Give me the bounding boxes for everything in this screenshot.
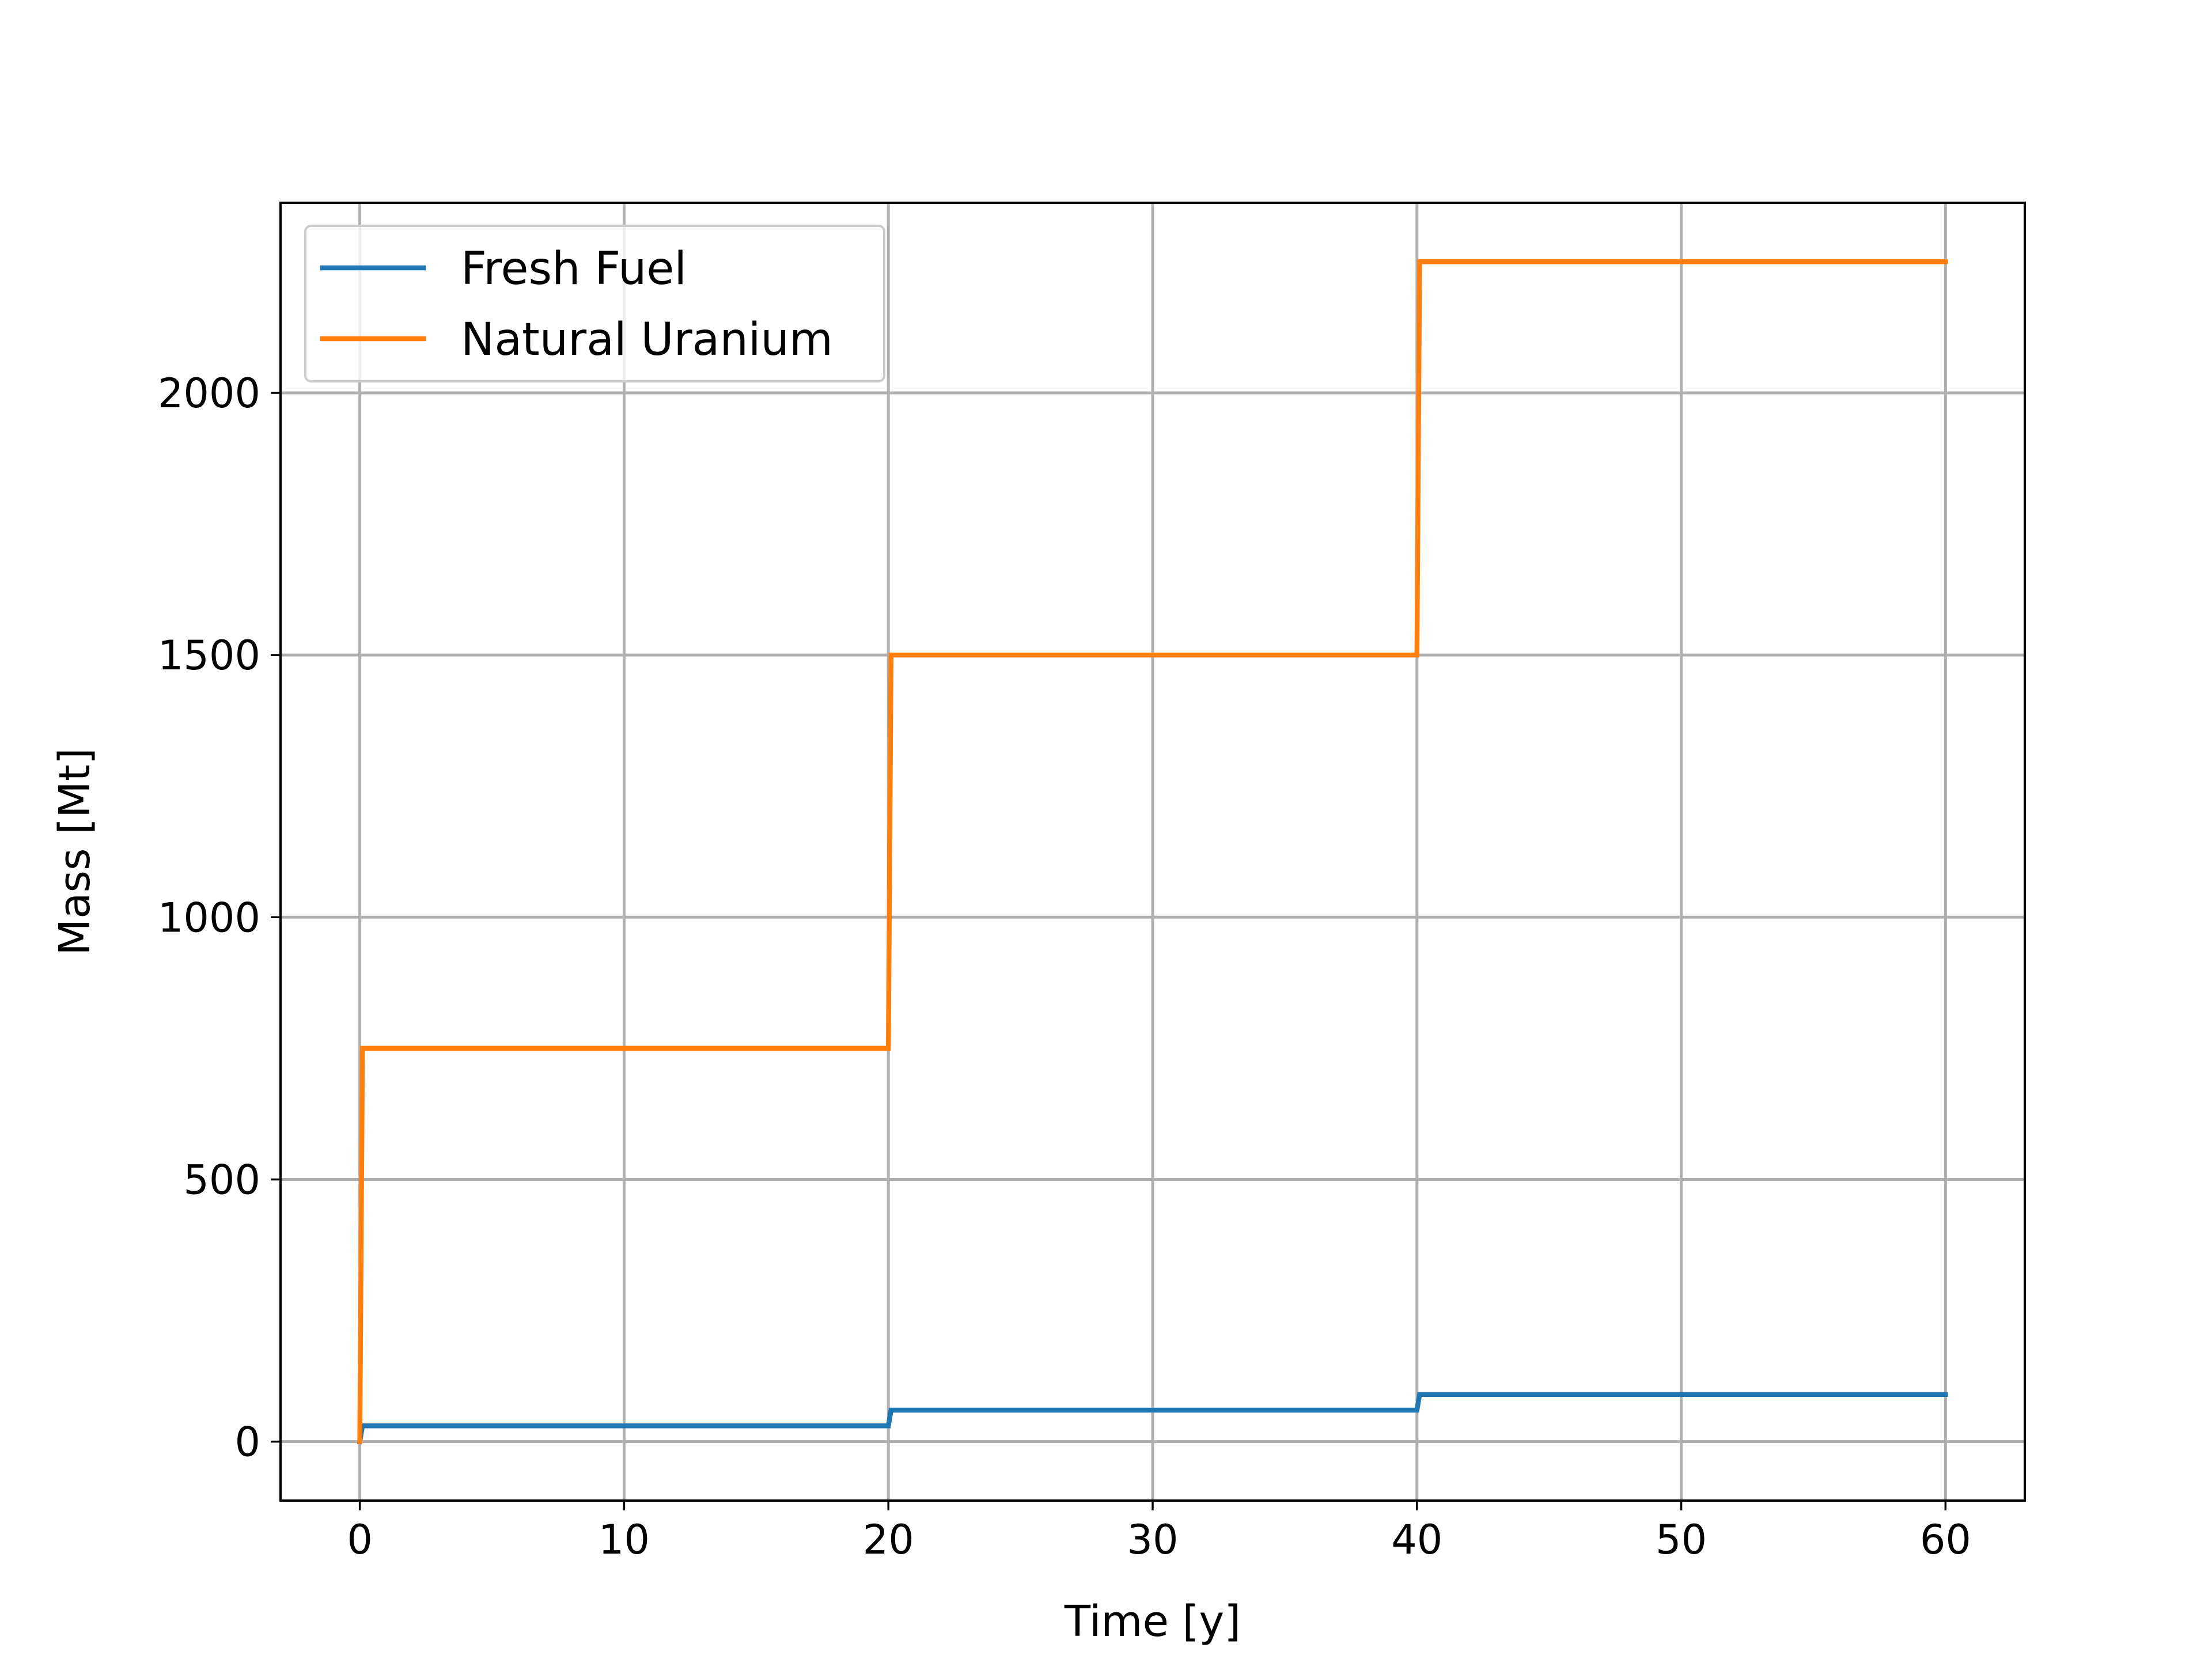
x-tick-label: 0: [347, 1516, 373, 1563]
y-tick-label: 0: [234, 1419, 260, 1466]
x-tick-label: 40: [1391, 1516, 1442, 1563]
series-layer: [357, 259, 1948, 1445]
y-tick-label: 500: [183, 1156, 260, 1203]
series-line-natural-uranium: [357, 259, 1948, 1444]
series-line-fresh-fuel: [357, 1392, 1948, 1445]
x-tick-label: 10: [599, 1516, 650, 1563]
legend-label-fresh-fuel: Fresh Fuel: [461, 243, 687, 295]
y-tick-label: 1000: [158, 894, 260, 941]
x-axis-label: Time [y]: [1064, 1597, 1241, 1646]
ticks: 0 10 20 30 40 50 60 0 500 1000 1500 2000: [158, 370, 1971, 1563]
y-tick-label: 1500: [158, 632, 260, 679]
legend-label-natural-uranium: Natural Uranium: [461, 314, 833, 366]
x-tick-label: 30: [1127, 1516, 1178, 1563]
x-tick-label: 50: [1656, 1516, 1707, 1563]
legend: Fresh Fuel Natural Uranium: [304, 225, 885, 382]
legend-box: [304, 225, 885, 382]
y-axis-label: Mass [Mt]: [50, 748, 100, 955]
x-tick-label: 20: [863, 1516, 914, 1563]
x-tick-label: 60: [1920, 1516, 1971, 1563]
y-tick-label: 2000: [158, 370, 260, 417]
